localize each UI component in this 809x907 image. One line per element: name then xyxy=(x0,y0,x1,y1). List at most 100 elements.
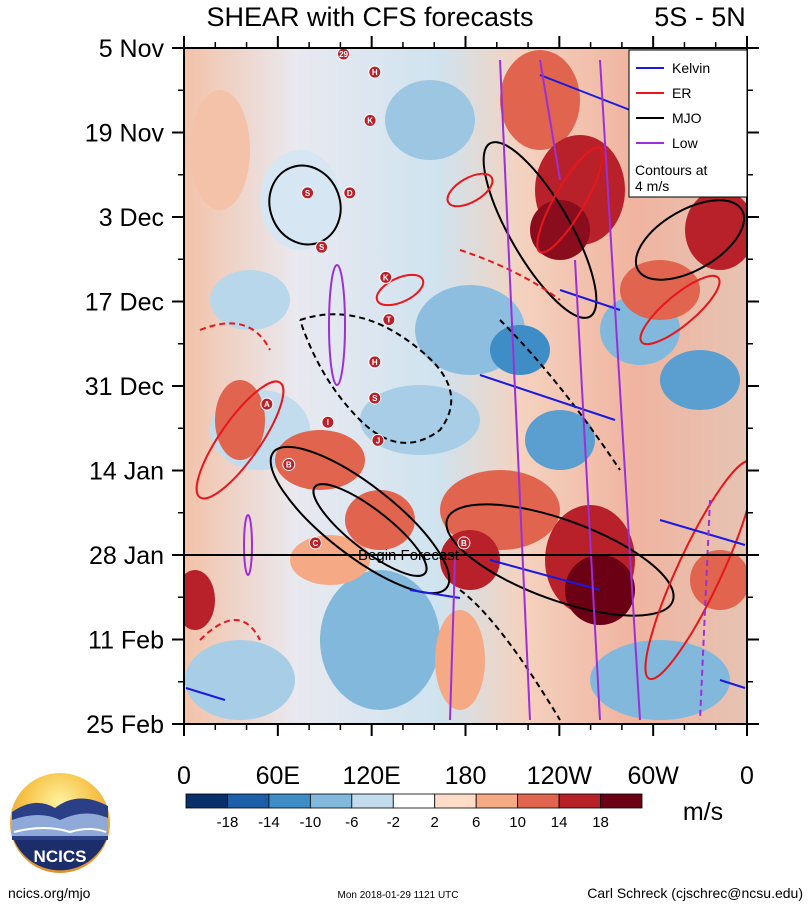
storm-label: D xyxy=(347,189,353,198)
storm-label: K xyxy=(383,273,389,282)
storm-marker: H xyxy=(368,355,382,369)
storm-label: S xyxy=(305,189,311,198)
y-tick-label: 28 Jan xyxy=(89,542,164,570)
storm-label: 29 xyxy=(339,50,348,59)
storm-label: T xyxy=(386,316,391,325)
mjo-contour-negative xyxy=(299,313,453,444)
y-tick-label: 17 Dec xyxy=(85,289,164,317)
colorbar-label: 6 xyxy=(472,814,480,831)
colorbar-bin xyxy=(558,793,601,809)
er-contour xyxy=(446,172,494,208)
storm-label: S xyxy=(372,394,378,403)
colorbar-label: -6 xyxy=(345,814,358,831)
chart-title: SHEAR with CFS forecasts xyxy=(206,2,533,32)
x-tick-label: 0 xyxy=(740,762,754,790)
mjo-contour xyxy=(269,445,451,595)
colorbar-label: 18 xyxy=(592,814,609,831)
er-contour xyxy=(375,273,425,307)
er-contour xyxy=(195,380,285,500)
y-axis: 5 Nov 19 Nov 3 Dec 17 Dec 31 Dec 14 Jan 28 Jan… xyxy=(85,35,759,739)
colorbar-bin xyxy=(600,793,643,809)
low-contour xyxy=(243,514,253,576)
x-axis: 0 60E 120E 180 120W 60W 0 xyxy=(177,36,754,790)
storm-label: C xyxy=(312,539,318,548)
legend-note-line2: 4 m/s xyxy=(635,178,669,194)
colorbar-bin xyxy=(392,793,436,809)
colorbar-bin xyxy=(185,793,228,809)
storm-marker: K xyxy=(363,113,377,127)
legend: Kelvin ER MJO Low Contours at 4 m/s xyxy=(628,49,748,198)
colorbar-label: 2 xyxy=(431,814,439,831)
storm-marker: T xyxy=(382,313,396,327)
er-contour-negative xyxy=(459,249,561,301)
storm-label: I xyxy=(327,418,329,427)
legend-label-kelvin: Kelvin xyxy=(672,60,710,76)
storm-marker: B xyxy=(457,536,471,550)
x-tick-label: 60E xyxy=(256,762,300,790)
storm-label: H xyxy=(372,358,378,367)
footer-timestamp: Mon 2018-01-29 1121 UTC xyxy=(338,890,459,901)
legend-label-er: ER xyxy=(672,85,691,101)
storm-label: B xyxy=(461,539,467,548)
mjo-contour xyxy=(482,141,598,319)
low-contour xyxy=(499,59,531,721)
y-tick-label: 31 Dec xyxy=(85,373,164,401)
colorbar-bin xyxy=(309,793,353,809)
legend-label-mjo: MJO xyxy=(672,110,702,126)
low-contour-negative xyxy=(699,499,711,721)
colorbar-label: -14 xyxy=(258,814,280,831)
storm-marker: D xyxy=(343,186,357,200)
mjo-contour xyxy=(634,199,746,281)
storm-marker: S xyxy=(301,186,315,200)
storm-label: J xyxy=(376,436,380,445)
low-contour xyxy=(599,59,641,721)
region-label: 5S - 5N xyxy=(654,2,746,32)
er-contour xyxy=(644,459,747,681)
begin-forecast-label: Begin Forecast xyxy=(358,547,460,564)
logo-text: NCICS xyxy=(34,847,87,866)
storm-marker: B xyxy=(282,457,296,471)
x-tick-label: 120E xyxy=(342,762,400,790)
y-tick-label: 5 Nov xyxy=(99,35,165,63)
y-tick-label: 25 Feb xyxy=(86,711,164,739)
storm-marker: I xyxy=(321,415,335,429)
storm-label: B xyxy=(286,460,292,469)
kelvin-contour xyxy=(659,519,746,546)
y-tick-label: 19 Nov xyxy=(85,120,165,148)
x-tick-label: 60W xyxy=(627,762,679,790)
kelvin-contour xyxy=(719,679,746,689)
footer-site: ncics.org/mjo xyxy=(8,885,91,901)
low-contour xyxy=(574,259,601,721)
colorbar-label: -2 xyxy=(387,814,400,831)
storm-marker: 29 xyxy=(337,48,351,61)
colorbar-bin xyxy=(475,793,519,809)
kelvin-contour xyxy=(479,374,616,421)
er-contour-negative xyxy=(199,322,271,351)
storm-marker: C xyxy=(308,536,322,550)
wave-contours xyxy=(185,59,747,721)
y-tick-label: 14 Jan xyxy=(89,458,164,486)
colorbar-bin xyxy=(268,793,311,809)
storm-marker: S xyxy=(315,240,329,254)
storm-marker: J xyxy=(371,433,385,447)
legend-label-low: Low xyxy=(672,135,699,151)
colorbar-label: 10 xyxy=(509,814,526,831)
mjo-contour xyxy=(312,483,428,577)
low-contour xyxy=(539,59,561,181)
mjo-contour xyxy=(445,503,675,617)
er-contour xyxy=(639,274,721,346)
er-contour-negative xyxy=(199,619,261,641)
colorbar-unit: m/s xyxy=(683,798,723,826)
er-contour xyxy=(536,146,604,254)
colorbar-label: -18 xyxy=(217,814,239,831)
kelvin-contour xyxy=(409,589,461,599)
storm-markers: 29 H K S D S K T H S A I J B C B xyxy=(260,48,471,550)
storm-label: A xyxy=(264,400,270,409)
colorbar-label: -10 xyxy=(300,814,322,831)
y-tick-label: 3 Dec xyxy=(99,204,164,232)
colorbar-label: 14 xyxy=(551,814,568,831)
colorbar-bin xyxy=(517,793,560,809)
x-tick-label: 180 xyxy=(445,762,487,790)
kelvin-contour xyxy=(489,559,601,591)
